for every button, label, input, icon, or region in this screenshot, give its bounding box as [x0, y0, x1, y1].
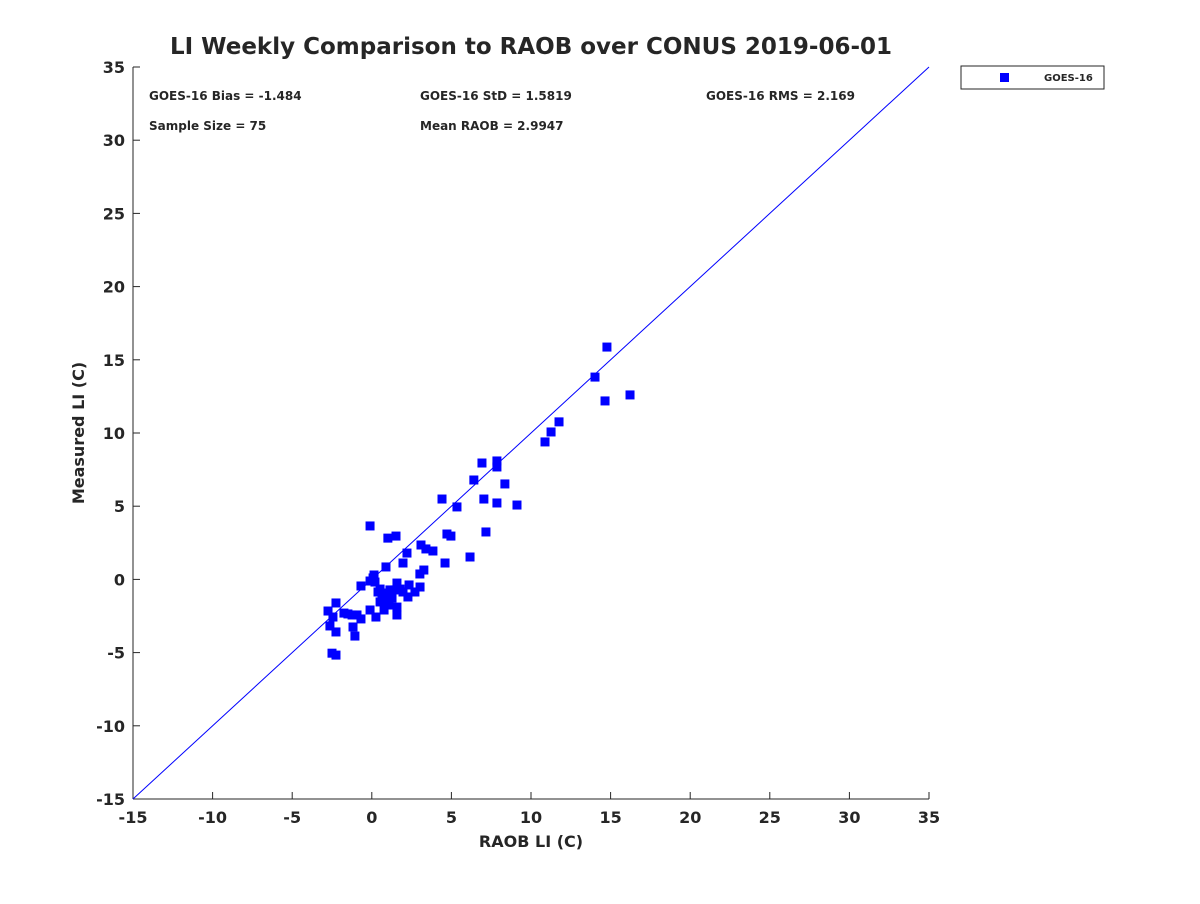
data-point — [492, 462, 502, 472]
x-tick-label: -5 — [283, 808, 301, 827]
x-tick-label: -15 — [119, 808, 148, 827]
y-tick-label: 20 — [103, 278, 125, 297]
annotation-mean-raob: Mean RAOB = 2.9947 — [420, 119, 564, 133]
x-tick-label: 10 — [520, 808, 542, 827]
axes: -15 -10 -5 0 5 10 15 20 25 30 35 -15 -10 -5 0 5 10 15 20 25… — [96, 58, 940, 827]
data-point — [415, 569, 425, 579]
data-point — [392, 610, 402, 620]
data-point — [500, 479, 510, 489]
annotation-bias: GOES-16 Bias = -1.484 — [149, 89, 302, 103]
data-point — [492, 498, 502, 508]
data-point — [379, 605, 389, 615]
data-point — [437, 494, 447, 504]
data-point — [421, 544, 431, 554]
one-to-one-line — [132, 66, 930, 800]
data-point — [600, 396, 610, 406]
data-point — [512, 500, 522, 510]
data-point — [392, 602, 402, 612]
y-tick-label: -10 — [96, 717, 125, 736]
data-point — [404, 580, 414, 590]
data-point — [348, 622, 358, 632]
annotation-rms: GOES-16 RMS = 2.169 — [706, 89, 855, 103]
data-point — [440, 558, 450, 568]
x-tick-label: 30 — [838, 808, 860, 827]
data-point — [428, 546, 438, 556]
data-point — [546, 427, 556, 437]
data-point — [492, 456, 502, 466]
annotation-std: GOES-16 StD = 1.5819 — [420, 89, 572, 103]
data-point — [402, 548, 412, 558]
data-point — [403, 592, 413, 602]
y-tick-label: 35 — [103, 58, 125, 77]
data-point — [325, 621, 335, 631]
data-point — [446, 531, 456, 541]
data-point — [380, 588, 390, 598]
annotation-sample-size: Sample Size = 75 — [149, 119, 266, 133]
data-point — [375, 597, 385, 607]
data-point — [625, 390, 635, 400]
data-point — [477, 458, 487, 468]
data-point — [323, 606, 333, 616]
data-point — [356, 581, 366, 591]
legend-marker-goes-16 — [1000, 73, 1009, 82]
y-tick-label: 10 — [103, 424, 125, 443]
legend-box — [960, 65, 1105, 90]
y-tick-label: 5 — [114, 497, 125, 516]
data-point — [328, 612, 338, 622]
data-point — [416, 540, 426, 550]
legend: GOES-16 — [960, 65, 1105, 90]
data-point — [365, 521, 375, 531]
y-axis-label: Measured LI (C) — [69, 362, 88, 504]
data-point — [368, 573, 378, 583]
x-tick-label: 15 — [599, 808, 621, 827]
data-point — [398, 558, 408, 568]
x-axis-label: RAOB LI (C) — [479, 832, 583, 851]
x-tick-label: -10 — [198, 808, 227, 827]
data-point — [554, 417, 564, 427]
data-point — [331, 650, 341, 660]
data-point — [481, 527, 491, 537]
y-tick-label: -15 — [96, 790, 125, 809]
x-tick-label: 0 — [366, 808, 377, 827]
y-tick-label: 30 — [103, 131, 125, 150]
legend-label-goes-16: GOES-16 — [1044, 73, 1093, 84]
data-point — [383, 596, 393, 606]
data-point — [365, 605, 375, 615]
y-tick-label: 15 — [103, 351, 125, 370]
data-point — [385, 585, 395, 595]
x-tick-label: 35 — [918, 808, 940, 827]
data-point — [373, 587, 383, 597]
data-points — [323, 342, 635, 660]
data-point — [381, 562, 391, 572]
data-point — [602, 342, 612, 352]
x-tick-label: 5 — [446, 808, 457, 827]
data-point — [371, 612, 381, 622]
data-point — [465, 552, 475, 562]
data-point — [452, 502, 462, 512]
data-point — [479, 494, 489, 504]
data-point — [398, 587, 408, 597]
data-point — [469, 475, 479, 485]
data-point — [392, 578, 402, 588]
y-tick-label: 25 — [103, 204, 125, 223]
chart-title: LI Weekly Comparison to RAOB over CONUS … — [170, 34, 892, 60]
data-point — [390, 585, 400, 595]
data-point — [391, 531, 401, 541]
data-point — [410, 587, 420, 597]
data-point — [383, 533, 393, 543]
data-point — [347, 610, 357, 620]
data-point — [415, 582, 425, 592]
data-point — [350, 631, 360, 641]
data-point — [331, 627, 341, 637]
y-tick-label: -5 — [107, 644, 125, 663]
data-point — [356, 614, 366, 624]
data-point — [331, 598, 341, 608]
y-tick-label: 0 — [114, 570, 125, 589]
x-tick-label: 25 — [759, 808, 781, 827]
x-tick-label: 20 — [679, 808, 701, 827]
data-point — [590, 372, 600, 382]
data-point — [540, 437, 550, 447]
